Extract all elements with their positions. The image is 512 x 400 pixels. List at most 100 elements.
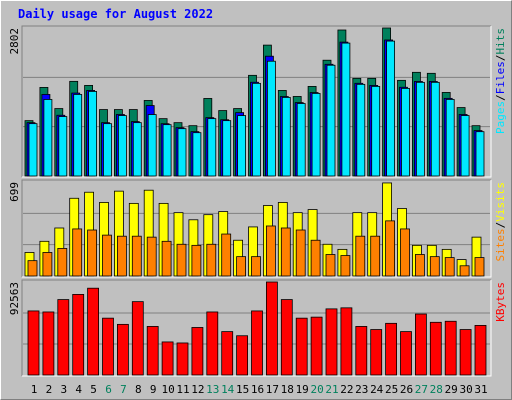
legend-entry: Hits (494, 28, 507, 55)
bar (206, 311, 219, 376)
x-tick-label: 30 (459, 383, 472, 396)
panel-border (21, 179, 491, 277)
x-tick-label: 4 (75, 383, 82, 396)
x-tick-label: 8 (135, 383, 142, 396)
bar (429, 256, 440, 277)
bar (325, 254, 336, 277)
x-tick-label: 27 (415, 383, 428, 396)
bar (429, 321, 442, 376)
x-tick-label: 26 (400, 383, 413, 396)
y-tick-label: 92563 (8, 282, 21, 315)
bar (265, 281, 278, 376)
bar (295, 317, 308, 376)
legend: Sites/Visits (494, 182, 507, 262)
bar (27, 260, 38, 277)
legend-separator: / (494, 94, 507, 101)
legend-entry: Sites (494, 228, 507, 261)
legend-separator: / (494, 55, 507, 62)
bar (191, 244, 202, 277)
bar (340, 307, 353, 376)
bar (370, 235, 381, 277)
legend-entry: Files (494, 61, 507, 94)
bar (266, 60, 276, 177)
bar (221, 331, 234, 376)
bar (72, 293, 85, 376)
panel-border (22, 26, 492, 178)
bar (251, 310, 263, 376)
x-tick-label: 19 (296, 383, 309, 396)
bar (356, 83, 366, 177)
panel-border (22, 180, 492, 278)
bar (161, 240, 172, 277)
bar (386, 40, 396, 177)
x-tick-label: 1 (31, 383, 38, 396)
legend: KBytes (494, 282, 507, 322)
bar (414, 254, 425, 277)
bar (281, 97, 291, 177)
bar (42, 252, 53, 277)
bar (459, 329, 472, 376)
bar (459, 265, 470, 277)
y-tick-label: 2802 (8, 28, 21, 55)
bar (117, 323, 129, 376)
bar (237, 115, 247, 177)
legend-entry: Pages (494, 101, 507, 134)
bar (326, 64, 336, 177)
bar (445, 99, 455, 177)
bar (295, 229, 306, 277)
bar (28, 123, 38, 177)
bar (370, 329, 383, 376)
bar (310, 239, 321, 277)
bar (72, 228, 83, 277)
x-tick-label: 18 (281, 383, 294, 396)
bar (400, 228, 410, 277)
bar (340, 255, 351, 277)
bar (474, 324, 487, 376)
bar (176, 243, 187, 277)
bar (177, 128, 187, 177)
bar (252, 82, 261, 177)
x-tick-label: 9 (150, 383, 157, 396)
bar (222, 120, 232, 177)
bar (475, 131, 485, 177)
bar (147, 114, 157, 177)
bar (43, 99, 53, 177)
bar (400, 331, 412, 376)
x-tick-label: 21 (325, 383, 338, 396)
bar (131, 235, 142, 277)
bar (430, 81, 440, 177)
bar (88, 91, 97, 177)
x-tick-label: 14 (221, 383, 235, 396)
bar (87, 287, 99, 376)
x-tick-label: 29 (445, 383, 458, 396)
x-tick-label: 3 (60, 383, 67, 396)
bar (236, 256, 247, 277)
bar (73, 94, 83, 177)
bar (103, 123, 112, 177)
bar (460, 115, 470, 177)
x-tick-label: 7 (120, 383, 127, 396)
bar (355, 235, 366, 277)
x-tick-label: 12 (191, 383, 204, 396)
x-tick-label: 17 (266, 383, 279, 396)
bar (146, 236, 157, 277)
panel-border (21, 25, 491, 177)
bar (310, 316, 323, 376)
bar (87, 229, 97, 277)
bar (265, 225, 276, 277)
bar (401, 88, 410, 177)
panel-border (21, 279, 491, 376)
bar (296, 103, 306, 177)
bar (162, 124, 172, 177)
bar (444, 257, 455, 277)
bar (355, 326, 368, 376)
x-tick-label: 22 (340, 383, 353, 396)
bar (192, 132, 202, 177)
bar (58, 116, 68, 177)
x-tick-label: 31 (474, 383, 487, 396)
bar (176, 342, 189, 376)
x-tick-label: 5 (90, 383, 97, 396)
bar (161, 341, 174, 376)
x-tick-label: 6 (105, 383, 112, 396)
